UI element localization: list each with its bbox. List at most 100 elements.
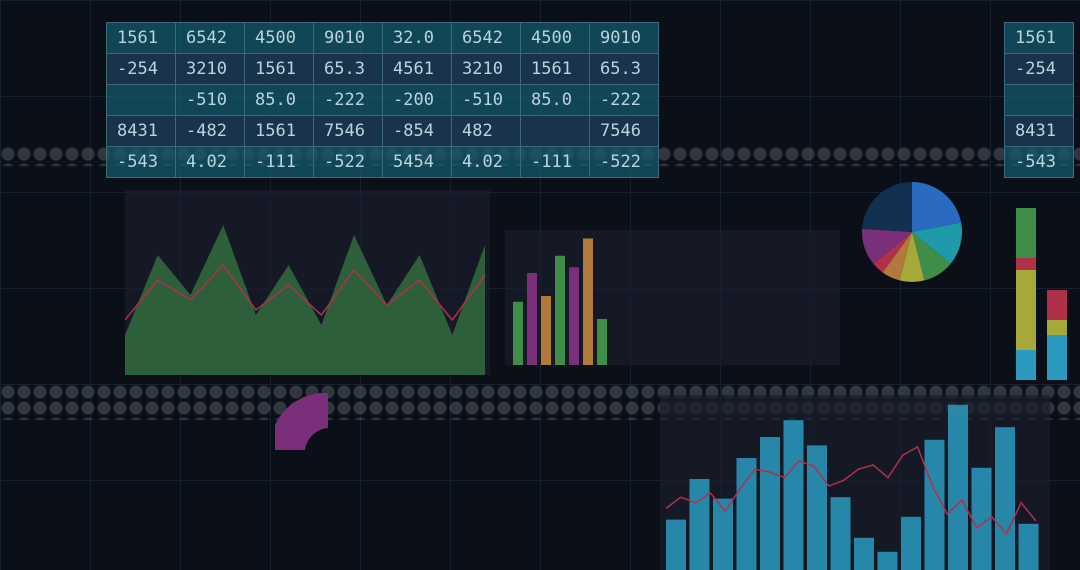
main-bar-chart xyxy=(665,404,1039,570)
table-row: 8431 xyxy=(1004,115,1074,147)
table-cell: 4.02 xyxy=(175,146,245,178)
pie-slice xyxy=(862,182,912,232)
table-cell: -510 xyxy=(451,84,521,116)
table-cell: 9010 xyxy=(313,22,383,54)
table-cell: 5454 xyxy=(382,146,452,178)
bar xyxy=(513,301,523,365)
pie-slice xyxy=(912,182,962,232)
bar xyxy=(995,427,1015,570)
table-cell: -522 xyxy=(313,146,383,178)
table-cell: 9010 xyxy=(589,22,659,54)
pie-slice xyxy=(882,232,912,281)
table-cell: -543 xyxy=(106,146,176,178)
table-cell: 4.02 xyxy=(451,146,521,178)
table-cell: -854 xyxy=(382,115,452,147)
table-cell: 85.0 xyxy=(244,84,314,116)
table-cell: -200 xyxy=(382,84,452,116)
table-cell: 65.3 xyxy=(313,53,383,85)
table-cell: -254 xyxy=(106,53,176,85)
bar xyxy=(924,439,945,570)
line-series xyxy=(125,263,486,322)
table-cell: -482 xyxy=(175,115,245,147)
table-cell: 8431 xyxy=(1004,115,1074,147)
stack-seg xyxy=(1016,258,1036,270)
table-cell: 482 xyxy=(451,115,521,147)
bar xyxy=(689,479,710,570)
bar xyxy=(901,516,921,570)
bar xyxy=(569,267,579,365)
table-cell: -510 xyxy=(175,84,245,116)
bar xyxy=(783,420,804,570)
pie-slice xyxy=(862,228,912,264)
table-cell: 1561 xyxy=(106,22,176,54)
table-cell: 3210 xyxy=(451,53,521,85)
table-cell: 1561 xyxy=(244,115,314,147)
table-row xyxy=(1004,84,1074,116)
table-row: 1561 6542 4500 9010 32.0 6542 4500 9010 xyxy=(106,22,659,54)
table-row: -254 3210 1561 65.3 4561 3210 1561 65.3 xyxy=(106,53,659,85)
pie-slice xyxy=(873,232,912,273)
table-cell: -222 xyxy=(313,84,383,116)
table-row: -254 xyxy=(1004,53,1074,85)
table-row: -510 85.0 -222 -200 -510 85.0 -222 xyxy=(106,84,659,116)
table-cell: -111 xyxy=(520,146,590,178)
table-row: -543 4.02 -111 -522 5454 4.02 -111 -522 xyxy=(106,146,659,178)
stack-seg xyxy=(1016,270,1036,350)
bar xyxy=(713,498,733,570)
table-cell: 7546 xyxy=(313,115,383,147)
bar xyxy=(736,458,757,570)
stack-seg xyxy=(1016,208,1036,258)
table-cell: -111 xyxy=(244,146,314,178)
table-cell: -254 xyxy=(1004,53,1074,85)
stacked-bar-chart xyxy=(1016,208,1067,380)
small-bar-chart xyxy=(513,238,607,365)
stack-seg xyxy=(1016,350,1036,380)
bar xyxy=(583,238,593,365)
stack-seg xyxy=(1047,290,1067,320)
table-cell: -522 xyxy=(589,146,659,178)
bar xyxy=(760,437,780,570)
stack-seg xyxy=(1047,320,1067,335)
trend-line xyxy=(665,445,1037,535)
table-cell xyxy=(520,115,590,147)
table-cell: 1561 xyxy=(520,53,590,85)
data-table: 1561 6542 4500 9010 32.0 6542 4500 9010 -254 3210… xyxy=(106,22,659,178)
table-cell: 32.0 xyxy=(382,22,452,54)
bar xyxy=(877,551,898,570)
table-cell xyxy=(106,84,176,116)
table-cell: 4561 xyxy=(382,53,452,85)
table-cell: 1561 xyxy=(1004,22,1074,54)
pie-slice xyxy=(912,232,951,281)
pie-slice xyxy=(912,222,962,264)
table-cell: 6542 xyxy=(175,22,245,54)
table-cell: -543 xyxy=(1004,146,1074,178)
side-data-table: 1561 -254 8431 -543 xyxy=(1004,22,1074,178)
pie-slice xyxy=(899,232,925,282)
bar xyxy=(948,404,968,570)
bar xyxy=(541,296,551,365)
bar xyxy=(830,497,851,570)
table-cell: 4500 xyxy=(244,22,314,54)
table-cell: 4500 xyxy=(520,22,590,54)
bar xyxy=(971,467,992,570)
table-row: -543 xyxy=(1004,146,1074,178)
table-cell: 3210 xyxy=(175,53,245,85)
table-cell: 8431 xyxy=(106,115,176,147)
table-cell: 6542 xyxy=(451,22,521,54)
table-cell: 65.3 xyxy=(589,53,659,85)
bar xyxy=(597,319,607,365)
bar xyxy=(854,537,874,570)
pie-chart xyxy=(862,182,962,282)
gauge-arc xyxy=(275,392,328,450)
table-cell: -222 xyxy=(589,84,659,116)
table-cell: 85.0 xyxy=(520,84,590,116)
table-cell: 7546 xyxy=(589,115,659,147)
bar xyxy=(666,519,686,570)
table-cell: 1561 xyxy=(244,53,314,85)
bar xyxy=(1018,523,1039,570)
bar xyxy=(527,273,537,365)
area-chart xyxy=(125,225,486,375)
bar xyxy=(555,255,565,365)
table-cell xyxy=(1004,84,1074,116)
table-row: 1561 xyxy=(1004,22,1074,54)
